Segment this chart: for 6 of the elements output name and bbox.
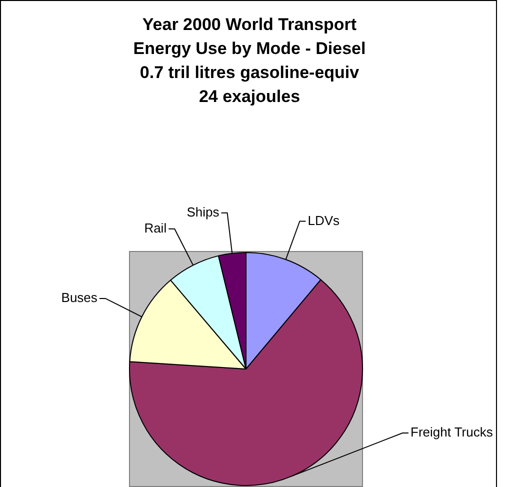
- slice-label: Buses: [61, 290, 98, 306]
- slice-label: Ships: [186, 204, 220, 220]
- slice-label: Freight Trucks: [410, 424, 494, 440]
- chart-title: Year 2000 World Transport Energy Use by Mode - Diesel 0.7 tril litres gasoline-equiv 24 exajoules: [132, 14, 367, 108]
- slice-label: LDVs: [308, 212, 340, 228]
- slice-label: Rail: [144, 220, 167, 236]
